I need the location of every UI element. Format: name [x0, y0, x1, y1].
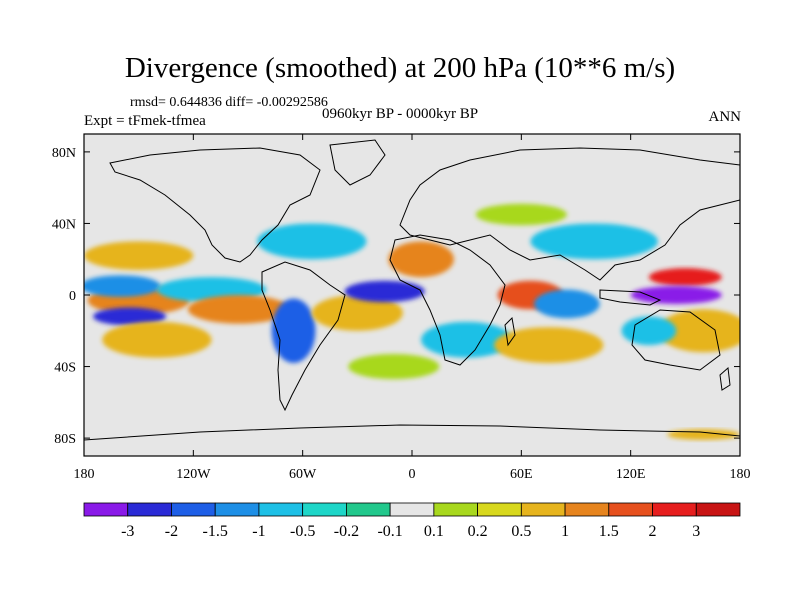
lon-label: 60W [289, 467, 317, 482]
colorbar-swatch [433, 502, 479, 517]
experiment-label: Expt = tFmek-tfmea [84, 113, 206, 129]
colorbar: -3 -2 -1.5 -1 -0.5 -0.2 -0.1 0.1 0.2 0.5 1 1.5 2 3 [83, 502, 741, 540]
field-indian-south-pos [494, 327, 604, 363]
lon-label: 120E [616, 467, 646, 482]
lat-label: 80S [54, 432, 76, 447]
colorbar-swatch [520, 502, 566, 517]
colorbar-label: 0.2 [468, 523, 488, 540]
stats-text: rmsd= 0.644836 diff= -0.00292586 [130, 95, 328, 110]
colorbar-swatch [127, 502, 172, 517]
colorbar-swatch [83, 502, 129, 517]
colorbar-label: -0.1 [377, 523, 402, 540]
colorbar-swatch [345, 502, 391, 517]
axis-ticks [83, 134, 741, 456]
longitude-labels: 180 120W 60W 0 60E 120E 180 [74, 467, 751, 482]
colorbar-swatch [389, 502, 435, 517]
field-pacific-neg-south [93, 307, 166, 326]
field-africa-pos [388, 241, 454, 278]
season-label: ANN [708, 109, 742, 125]
field-atlantic-eq-neg [344, 280, 425, 303]
lat-label: 0 [69, 289, 76, 304]
field-atlantic-pos [311, 295, 403, 331]
colorbar-swatch [258, 502, 304, 517]
colorbar-label: 2 [649, 523, 657, 540]
field-samerica-neg [271, 298, 316, 363]
lon-label: 180 [730, 467, 751, 482]
colorbar-swatch [171, 502, 216, 517]
colorbar-label: -1.5 [203, 523, 228, 540]
divergence-field [84, 203, 740, 440]
colorbar-label: -2 [165, 523, 178, 540]
field-wpacific-pos [648, 268, 722, 287]
lat-label: 40S [54, 361, 76, 376]
lon-label: 120W [176, 467, 211, 482]
field-eq-pacific-pos [187, 295, 290, 324]
field-wpacific-south-pos [658, 309, 740, 353]
colorbar-swatch [214, 502, 260, 517]
lat-label: 40N [52, 217, 76, 232]
coastlines [84, 139, 740, 441]
field-south-atl-pos [348, 354, 440, 380]
colorbar-label: 0.1 [424, 523, 444, 540]
field-asia-neg [530, 223, 658, 260]
colorbar-swatch [564, 502, 610, 517]
field-wpacific-neg [630, 286, 722, 304]
colorbar-label: -1 [252, 523, 265, 540]
lon-label: 0 [409, 467, 416, 482]
lon-label: 180 [74, 467, 95, 482]
colorbar-swatch [302, 502, 347, 517]
colorbar-label: -3 [121, 523, 134, 540]
field-indian-neg [534, 289, 600, 319]
field-pacific-pos-south [102, 321, 212, 358]
plot-title: Divergence (smoothed) at 200 hPa (10**6 … [124, 52, 676, 84]
colorbar-swatch [652, 502, 697, 517]
colorbar-label: -0.2 [334, 523, 359, 540]
field-pacific-neg-north [84, 275, 161, 297]
latitude-labels: 80N 40N 0 40S 80S [52, 146, 76, 447]
lat-label: 80N [52, 146, 76, 161]
period-label: 0960kyr BP - 0000kyr BP [322, 106, 479, 122]
colorbar-label: 1 [561, 523, 569, 540]
field-australia-neg [621, 316, 677, 346]
lon-label: 60E [510, 467, 533, 482]
colorbar-swatch [477, 502, 522, 517]
field-nh-midlat-pos [475, 203, 567, 226]
colorbar-label: 1.5 [599, 523, 619, 540]
colorbar-label: -0.5 [290, 523, 315, 540]
colorbar-swatch [608, 502, 653, 517]
field-pacific-pos-north [84, 241, 194, 270]
field-atlantic-north-neg [257, 223, 367, 260]
colorbar-label: 0.5 [511, 523, 531, 540]
colorbar-label: 3 [692, 523, 700, 540]
field-africa-neg [421, 321, 513, 358]
colorbar-swatch [695, 502, 741, 517]
